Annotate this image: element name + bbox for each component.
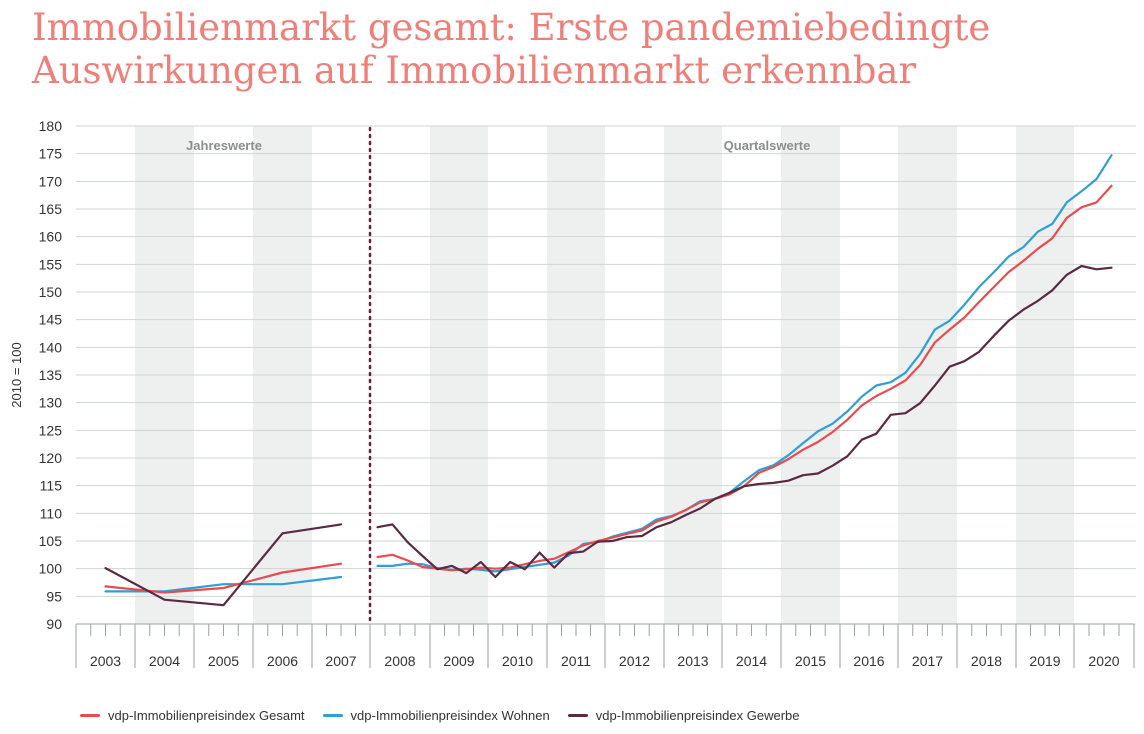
x-tick-label-2015: 2015 bbox=[795, 653, 826, 669]
x-tick-label-2008: 2008 bbox=[384, 653, 415, 669]
series-line-gewerbe-annual bbox=[104, 523, 343, 607]
legend-item-gewerbe: vdp-Immobilienpreisindex Gewerbe bbox=[567, 707, 800, 723]
x-tick-label-2004: 2004 bbox=[149, 653, 180, 669]
y-tick-label-170: 170 bbox=[39, 173, 63, 189]
y-tick-label-180: 180 bbox=[39, 118, 63, 134]
y-tick-label-165: 165 bbox=[39, 201, 63, 217]
x-tick-label-2018: 2018 bbox=[971, 653, 1002, 669]
y-tick-label-150: 150 bbox=[39, 284, 63, 300]
y-tick-label-160: 160 bbox=[39, 229, 63, 245]
x-tick-label-2017: 2017 bbox=[912, 653, 943, 669]
x-axis: 2003 2004 2005 2006 2007 2008 2009 2010 2011 2012… bbox=[75, 623, 1135, 669]
series-line-gewerbe-quarterly bbox=[376, 264, 1113, 579]
y-tick-label-135: 135 bbox=[39, 367, 63, 383]
y-tick-label-140: 140 bbox=[39, 339, 63, 355]
y-gridlines bbox=[76, 125, 1136, 625]
legend-item-gesamt: vdp-Immobilienpreisindex Gesamt bbox=[80, 708, 305, 723]
y-tick-label-95: 95 bbox=[46, 588, 62, 604]
y-tick-label-145: 145 bbox=[39, 312, 63, 328]
legend-item-wohnen: vdp-Immobilienpreisindex Wohnen bbox=[322, 707, 550, 723]
chart-title-line-2: Auswirkungen auf Immobilienmarkt erkennb… bbox=[32, 49, 917, 92]
y-tick-label-175: 175 bbox=[39, 146, 63, 162]
chart-canvas: 90 95 100 105 110 115 120 125 130 135 140 145 150 155… bbox=[9, 118, 1136, 669]
y-tick-label-100: 100 bbox=[39, 561, 63, 577]
x-tick-label-2019: 2019 bbox=[1029, 653, 1060, 669]
x-tick-label-2020: 2020 bbox=[1088, 653, 1119, 669]
section-label-quarterly: Quartalswerte bbox=[724, 138, 811, 153]
legend-swatch-wohnen bbox=[322, 713, 343, 717]
y-axis-ticks: 90 95 100 105 110 115 120 125 130 135 140 145 150 155… bbox=[39, 118, 63, 632]
x-tick-label-2016: 2016 bbox=[853, 653, 884, 669]
series-gewerbe bbox=[104, 264, 1113, 607]
y-tick-label-125: 125 bbox=[39, 422, 63, 438]
chart-title-line-1: Immobilienmarkt gesamt: Erste pandemiebe… bbox=[32, 6, 991, 49]
x-tick-label-2010: 2010 bbox=[502, 653, 533, 669]
y-tick-label-120: 120 bbox=[39, 450, 63, 466]
x-tick-label-2012: 2012 bbox=[619, 653, 650, 669]
chart-title: Immobilienmarkt gesamt: Erste pandemiebe… bbox=[32, 6, 1122, 92]
y-tick-label-155: 155 bbox=[39, 256, 63, 272]
section-label-annual: Jahreswerte bbox=[186, 138, 262, 153]
chart-legend: vdp-Immobilienpreisindex Gesamt vdp-Immo… bbox=[80, 705, 800, 725]
y-tick-label-105: 105 bbox=[39, 533, 63, 549]
x-tick-label-2006: 2006 bbox=[267, 653, 298, 669]
x-tick-label-2011: 2011 bbox=[561, 653, 591, 669]
legend-label-wohnen: vdp-Immobilienpreisindex Wohnen bbox=[350, 707, 550, 723]
x-tick-label-2009: 2009 bbox=[443, 653, 474, 669]
series-line-gesamt-annual bbox=[104, 562, 343, 594]
y-tick-label-115: 115 bbox=[40, 478, 63, 494]
legend-swatch-gewerbe bbox=[567, 713, 588, 717]
y-axis-label: 2010 = 100 bbox=[9, 342, 24, 407]
y-tick-label-110: 110 bbox=[40, 505, 63, 521]
legend-label-gewerbe: vdp-Immobilienpreisindex Gewerbe bbox=[595, 707, 800, 723]
x-tick-label-2013: 2013 bbox=[677, 653, 708, 669]
x-tick-label-2003: 2003 bbox=[90, 653, 121, 669]
x-tick-label-2014: 2014 bbox=[736, 653, 767, 669]
x-tick-label-2007: 2007 bbox=[325, 653, 356, 669]
legend-label-gesamt: vdp-Immobilienpreisindex Gesamt bbox=[108, 707, 305, 723]
y-tick-label-130: 130 bbox=[39, 395, 63, 411]
y-tick-label-90: 90 bbox=[46, 616, 62, 632]
x-tick-label-2005: 2005 bbox=[208, 653, 239, 669]
legend-swatch-gesamt bbox=[80, 713, 100, 717]
